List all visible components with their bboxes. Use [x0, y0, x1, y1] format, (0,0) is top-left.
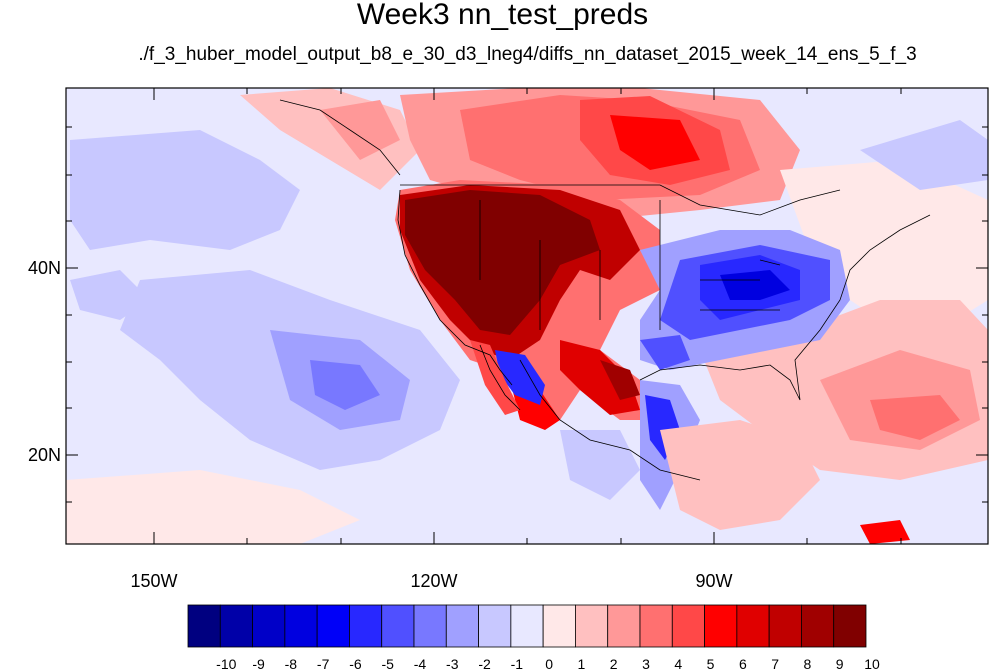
colorbar-swatch: [736, 604, 770, 648]
colorbar-tick-label: -4: [413, 656, 427, 672]
colorbar-tick-label: 5: [706, 656, 715, 672]
colorbar-swatch: [704, 604, 738, 648]
colorbar-swatch: [768, 604, 802, 648]
colorbar-swatch: [219, 604, 253, 648]
colorbar-tick-label: 0: [545, 656, 554, 672]
colorbar-tick-label: 9: [835, 656, 844, 672]
colorbar-tick-label: -6: [349, 656, 362, 672]
colorbar-swatch: [413, 604, 447, 648]
axis-ticks: [66, 88, 988, 544]
colorbar-swatch: [478, 604, 512, 648]
map-subtitle: ./f_3_huber_model_output_b8_e_30_d3_lneg…: [138, 44, 917, 65]
colorbar-tick-label: 4: [674, 656, 683, 672]
colorbar-tick-label: 7: [771, 656, 780, 672]
colorbar-swatch: [316, 604, 350, 648]
colorbar-tick-label: -5: [381, 656, 394, 672]
colorbar-swatch: [510, 604, 544, 648]
colorbar-tick-label: 6: [738, 656, 747, 672]
colorbar: [187, 604, 867, 648]
lat-label-40n: 40N: [28, 258, 62, 278]
colorbar-tick-label: 8: [803, 656, 812, 672]
colorbar-swatch: [187, 604, 221, 648]
colorbar-swatch: [575, 604, 609, 648]
colorbar-tick-label: 2: [609, 656, 618, 672]
colorbar-swatch: [671, 604, 705, 648]
colorbar-swatch: [833, 604, 867, 648]
colorbar-tick-label: 1: [577, 656, 586, 672]
lon-label-120w: 120W: [410, 571, 458, 591]
colorbar-swatch: [349, 604, 383, 648]
colorbar-tick-label: -9: [252, 656, 265, 672]
lat-label-20n: 20N: [28, 445, 62, 465]
coastlines: [279, 99, 931, 481]
lon-label-150w: 150W: [130, 571, 178, 591]
colorbar-swatch: [607, 604, 641, 648]
colorbar-tick-label: -8: [284, 656, 298, 672]
colorbar-swatch: [252, 604, 286, 648]
colorbar-tick-label: -3: [446, 656, 459, 672]
colorbar-tick-label: -2: [478, 656, 491, 672]
map-title: Week3 nn_test_preds: [356, 0, 649, 31]
colorbar-tick-label: -7: [316, 656, 330, 672]
colorbar-swatch: [639, 604, 673, 648]
colorbar-swatch: [381, 604, 415, 648]
colorbar-tick-label: -1: [510, 656, 524, 672]
colorbar-tick-label: 3: [642, 656, 650, 672]
colorbar-swatch: [801, 604, 835, 648]
colorbar-swatch: [284, 604, 318, 648]
colorbar-tick-label: -10: [216, 656, 237, 672]
colorbar-swatch: [542, 604, 576, 648]
anomaly-field: [66, 88, 988, 544]
lon-label-90w: 90W: [695, 571, 733, 591]
colorbar-tick-label: 10: [864, 656, 880, 672]
colorbar-swatch: [445, 604, 479, 648]
